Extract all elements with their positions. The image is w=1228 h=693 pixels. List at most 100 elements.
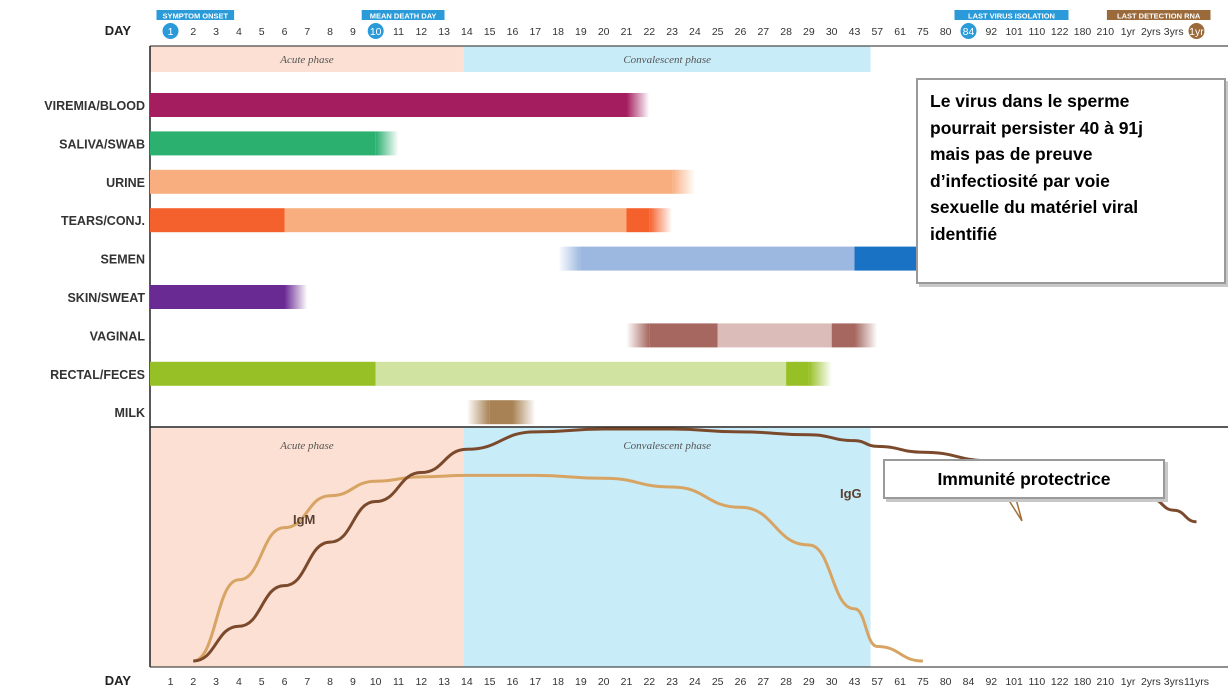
tick-label-bottom: 84	[963, 676, 975, 688]
tick-label-bottom: 110	[1029, 676, 1046, 688]
tick-label-top: 24	[689, 26, 701, 38]
tick-label-top: 16	[507, 26, 519, 38]
tick-label-bottom: 5	[259, 676, 265, 688]
tick-label-bottom: 15	[484, 676, 496, 688]
tick-label-bottom: 2	[190, 676, 196, 688]
tick-label-bottom: 25	[712, 676, 724, 688]
bar-fade-out	[284, 285, 308, 309]
note-line: Le virus dans le sperme	[930, 91, 1130, 111]
tick-label-bottom: 6	[282, 676, 288, 688]
tick-label-bottom: 80	[940, 676, 952, 688]
tick-label-bottom: 4	[236, 676, 242, 688]
bar-fade-in	[558, 246, 581, 271]
bar-fade-out	[375, 131, 399, 156]
tick-label-bottom: 27	[757, 676, 769, 688]
shedding-bars	[150, 93, 1015, 425]
tick-label-top: 30	[826, 26, 838, 38]
category-label: MILK	[114, 406, 145, 420]
bar-fade-out	[649, 208, 673, 233]
category-label: RECTAL/FECES	[50, 368, 145, 382]
tick-label-top: 1	[168, 26, 174, 38]
tick-label-top: 19	[575, 26, 587, 38]
day-ticks: DAY 1 2 3 4 5 6 7 8 9 10 11 12 13 14 15 16 17 18 19 20 21 22 23…	[105, 23, 1209, 688]
phase-label: Acute phase	[279, 440, 334, 452]
tick-label-top: 61	[894, 26, 906, 38]
tick-label-top: 13	[438, 26, 450, 38]
note-line: pourrait persister 40 à 91j	[930, 117, 1144, 138]
tick-label-bottom: 24	[689, 676, 701, 688]
category-label: URINE	[106, 176, 145, 190]
marker-box	[954, 10, 1069, 20]
phase-label: Acute phase	[279, 54, 334, 66]
series-label-igg: IgG	[840, 486, 862, 501]
category-label: SALIVA/SWAB	[59, 137, 145, 151]
tick-label-top: 57	[871, 26, 883, 38]
tick-label-bottom: 23	[666, 676, 678, 688]
bar-segment	[150, 361, 376, 386]
tick-label-bottom: 26	[735, 676, 747, 688]
note-line: sexuelle du matériel viral	[930, 197, 1139, 217]
bar-segment	[649, 323, 718, 348]
tick-label-bottom: 122	[1051, 676, 1069, 688]
bar-segment	[284, 208, 627, 233]
tick-label-bottom: 8	[327, 676, 333, 688]
bar-segment	[150, 208, 285, 233]
tick-label-top: 80	[940, 26, 952, 38]
tick-label-top: 1yr	[1121, 26, 1136, 38]
category-label: SKIN/SWEAT	[67, 291, 145, 305]
tick-highlight	[960, 23, 977, 39]
tick-label-bottom: 57	[871, 676, 883, 688]
tick-label-bottom: 9	[350, 676, 356, 688]
bar-segment	[150, 131, 376, 156]
tick-label-bottom: 10	[370, 676, 382, 688]
marker-label: LAST VIRUS ISOLATION	[968, 12, 1055, 21]
bar-segment	[375, 361, 787, 386]
tick-label-top: 18	[552, 26, 564, 38]
timeline-markers: SYMPTOM ONSET MEAN DEATH DAY LAST VIRUS IS…	[156, 10, 1211, 21]
tick-label-top: 101	[1005, 26, 1023, 38]
series-label-igm: IgM	[293, 512, 315, 527]
tick-label-top: 9	[350, 26, 356, 38]
tick-label-top: 84	[963, 26, 975, 38]
marker-box	[156, 10, 235, 20]
tick-label-bottom: 43	[849, 676, 861, 688]
tick-label-bottom: 1	[168, 676, 174, 688]
tick-label-bottom: 21	[621, 676, 633, 688]
bar-fade-out	[672, 169, 695, 194]
tick-highlight	[162, 23, 179, 39]
bar-segment	[150, 169, 673, 194]
bar-segment	[626, 208, 650, 233]
tick-label-top: 23	[666, 26, 678, 38]
category-labels: VIREMIA/BLOOD SALIVA/SWAB URINE TEARS/CONJ.…	[44, 99, 145, 420]
bar-segment	[831, 323, 855, 348]
bar-segment	[150, 93, 627, 117]
tick-highlight	[1188, 23, 1205, 39]
tick-label-bottom: 1yr	[1121, 676, 1136, 688]
tick-label-bottom: 13	[438, 676, 450, 688]
tick-label-top: 110	[1029, 26, 1046, 38]
tick-label-top: 4	[236, 26, 242, 38]
tick-label-top: 28	[780, 26, 792, 38]
marker-box	[1106, 10, 1211, 20]
tick-label-bottom: 61	[894, 676, 906, 688]
day-label-bottom: DAY	[105, 673, 132, 688]
tick-label-bottom: 11yrs	[1184, 676, 1209, 688]
category-label: SEMEN	[101, 253, 145, 267]
tick-label-bottom: 12	[415, 676, 427, 688]
category-label: VAGINAL	[90, 329, 146, 343]
tick-label-bottom: 180	[1074, 676, 1092, 688]
tick-label-top: 122	[1051, 26, 1069, 38]
tick-label-bottom: 17	[529, 676, 541, 688]
bar-segment	[150, 285, 285, 309]
bar-fade-out	[512, 400, 536, 425]
tick-label-top: 11	[393, 26, 404, 38]
tick-label-top: 25	[712, 26, 724, 38]
tick-label-top: 26	[735, 26, 747, 38]
tick-label-bottom: 101	[1005, 676, 1023, 688]
tick-label-top: 3	[213, 26, 219, 38]
pointer-lines	[1007, 498, 1023, 522]
bar-segment	[717, 323, 832, 348]
tick-label-top: 43	[849, 26, 861, 38]
tick-label-top: 2yrs	[1141, 26, 1161, 38]
